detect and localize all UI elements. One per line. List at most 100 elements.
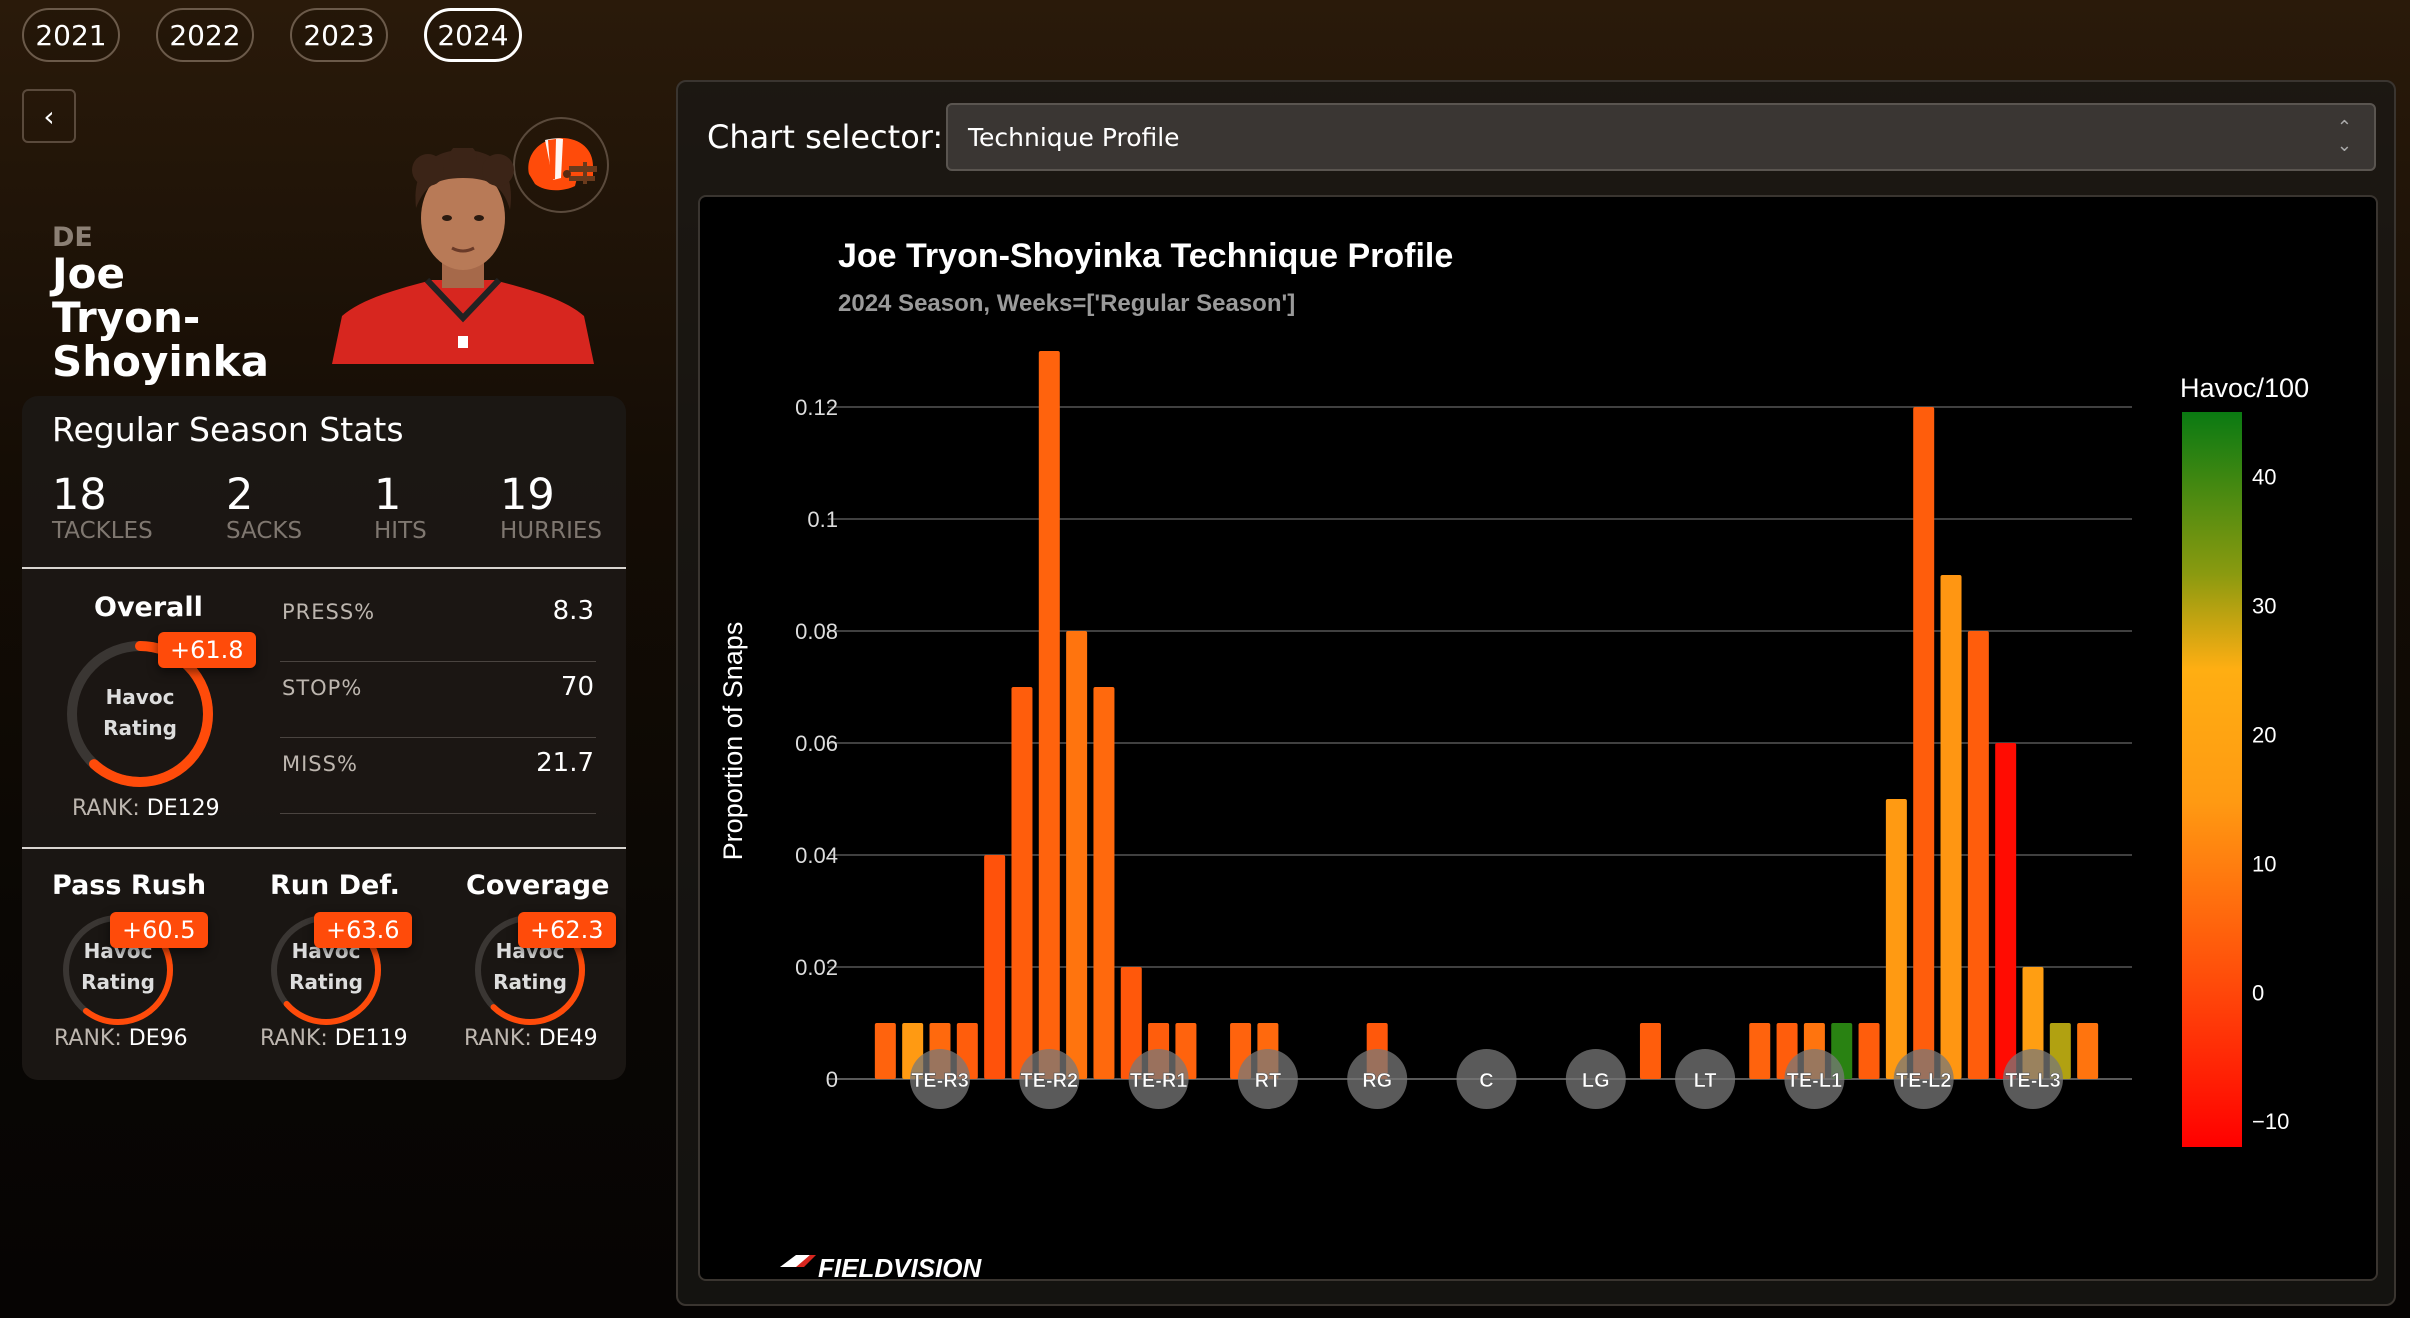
year-tab-2021[interactable]: 2021 xyxy=(22,8,120,62)
card-title: Regular Season Stats xyxy=(52,410,404,449)
chart-subtitle: 2024 Season, Weeks=['Regular Season'] xyxy=(838,290,1296,317)
gauge-label: Havoc Rating xyxy=(62,682,218,744)
row-divider xyxy=(280,813,596,814)
bar xyxy=(1120,967,1142,1079)
year-tab-2024[interactable]: 2024 xyxy=(424,8,522,62)
divider xyxy=(22,847,626,849)
bar xyxy=(1995,743,2017,1079)
bar xyxy=(1038,351,1060,1079)
colorbar-title: Havoc/100 xyxy=(2180,373,2309,403)
stat-value: 19 xyxy=(500,470,555,520)
technique-marker xyxy=(1128,1049,1189,1109)
y-tick-label: 0.04 xyxy=(795,843,838,868)
y-tick-label: 0 xyxy=(826,1067,838,1092)
run-def-title: Run Def. xyxy=(270,870,400,901)
x-tick-label: TE-R3 xyxy=(911,1070,969,1092)
technique-marker xyxy=(1784,1049,1845,1109)
colorbar-tick-label: 0 xyxy=(2252,980,2264,1005)
bar xyxy=(2077,1023,2099,1079)
back-button[interactable]: ‹ xyxy=(22,89,76,143)
chart-panel: Chart selector: Technique Profile ⌃ ⌄ Joe… xyxy=(676,80,2396,1306)
stat-label: HITS xyxy=(374,518,427,544)
metric-value: 8.3 xyxy=(552,596,594,626)
colorbar-tick-label: 40 xyxy=(2252,464,2276,489)
stat-label: TACKLES xyxy=(52,518,153,544)
run-def-badge: +63.6 xyxy=(314,912,412,948)
gauge-label-line: Rating xyxy=(103,716,177,740)
rank-value: DE96 xyxy=(128,1026,188,1051)
rank-label: RANK: xyxy=(72,796,140,821)
x-tick-label: TE-L1 xyxy=(1787,1070,1843,1092)
colorbar-tick-label: 20 xyxy=(2252,722,2276,747)
y-tick-label: 0.1 xyxy=(807,507,838,532)
chart-selector-label: Chart selector: xyxy=(707,118,944,156)
chart-selector-value: Technique Profile xyxy=(968,123,1180,152)
metric-label: PRESS% xyxy=(282,600,376,624)
chart-title: Joe Tryon-Shoyinka Technique Profile xyxy=(838,237,1454,275)
pass-rush-rank: RANK: DE96 xyxy=(54,1026,188,1051)
row-divider xyxy=(280,661,596,662)
x-tick-label: TE-L3 xyxy=(2005,1070,2061,1092)
pass-rush-title: Pass Rush xyxy=(52,870,207,901)
year-tab-2023[interactable]: 2023 xyxy=(290,8,388,62)
colorbar-tick-label: 30 xyxy=(2252,593,2276,618)
x-tick-label: TE-R2 xyxy=(1020,1070,1078,1092)
stat-tackles: 18 TACKLES xyxy=(52,470,153,544)
player-name-line: Shoyinka xyxy=(52,337,269,386)
colorbar xyxy=(2182,412,2242,1147)
fieldvision-logo: FIELDVISION xyxy=(780,1253,982,1279)
gauge-label-line: Havoc xyxy=(105,685,175,709)
player-name-line: Joe xyxy=(52,249,125,298)
stat-sacks: 2 SACKS xyxy=(226,470,302,544)
metric-value: 70 xyxy=(560,672,594,702)
bar xyxy=(984,855,1006,1079)
x-tick-label: LG xyxy=(1582,1070,1610,1092)
row-divider xyxy=(280,737,596,738)
player-position: DE xyxy=(52,222,93,253)
metric-label: MISS% xyxy=(282,752,358,776)
coverage-rank: RANK: DE49 xyxy=(464,1026,598,1051)
overall-badge: +61.8 xyxy=(158,632,256,668)
overall-rank: RANK: DE129 xyxy=(72,796,220,821)
rank-value: DE119 xyxy=(334,1026,408,1051)
rank-label: RANK: xyxy=(260,1026,328,1051)
updown-chevron-icon: ⌃ ⌄ xyxy=(2336,117,2352,156)
metric-value: 21.7 xyxy=(536,748,594,778)
run-def-rank: RANK: DE119 xyxy=(260,1026,408,1051)
y-tick-label: 0.12 xyxy=(795,395,838,420)
colorbar-tick-label: 10 xyxy=(2252,851,2276,876)
chart-svg: 0 0.02 0.04 0.06 0.08 0.1 0.12 Proportion of Sn… xyxy=(718,351,2309,1279)
stat-value: 18 xyxy=(52,470,107,520)
gauge-label-line: Rating xyxy=(81,970,155,994)
watermark-text: FIELDVISION xyxy=(818,1253,982,1279)
y-tick-label: 0.08 xyxy=(795,619,838,644)
metric-label: STOP% xyxy=(282,676,363,700)
chart-selector-dropdown[interactable]: Technique Profile ⌃ ⌄ xyxy=(946,103,2376,171)
y-tick-label: 0.02 xyxy=(795,955,838,980)
stat-hurries: 19 HURRIES xyxy=(500,470,602,544)
coverage-title: Coverage xyxy=(466,870,610,901)
overall-gauge xyxy=(67,641,213,787)
stat-hits: 1 HITS xyxy=(374,470,427,544)
overall-title: Overall xyxy=(94,592,203,623)
stats-card: Regular Season Stats 18 TACKLES 2 SACKS … xyxy=(22,396,626,1080)
stat-value: 1 xyxy=(374,470,402,520)
stat-value: 2 xyxy=(226,470,254,520)
metric-row-miss: MISS% 21.7 xyxy=(280,738,596,814)
pass-rush-badge: +60.5 xyxy=(110,912,208,948)
bar xyxy=(874,1023,896,1079)
player-name-line: Tryon- xyxy=(52,293,201,342)
team-logo xyxy=(513,117,609,213)
stat-label: SACKS xyxy=(226,518,303,544)
bar xyxy=(1011,687,1033,1079)
year-tab-2022[interactable]: 2022 xyxy=(156,8,254,62)
technique-marker xyxy=(910,1049,970,1109)
chart-area: Joe Tryon-Shoyinka Technique Profile 202… xyxy=(698,195,2378,1281)
technique-marker xyxy=(1019,1049,1080,1109)
metric-row-stop: STOP% 70 xyxy=(280,662,596,738)
bar xyxy=(1940,575,1962,1079)
bar xyxy=(1749,1023,1771,1079)
technique-marker xyxy=(2003,1049,2063,1109)
technique-marker xyxy=(1456,1049,1517,1109)
technique-marker xyxy=(1347,1049,1408,1109)
